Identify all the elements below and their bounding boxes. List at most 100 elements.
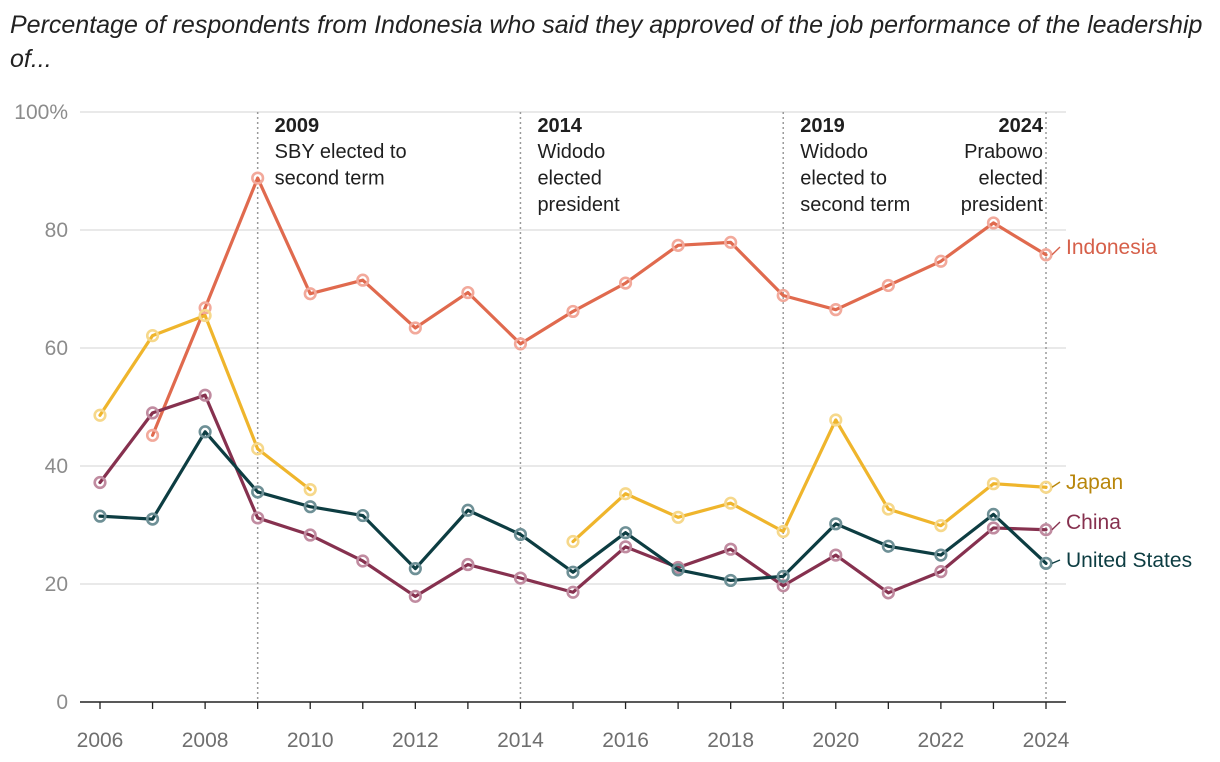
data-point-japan (724, 496, 738, 510)
series-line-japan (571, 418, 1048, 544)
data-point-indonesia (776, 288, 790, 303)
data-point-japan (829, 413, 843, 427)
data-point-united-states (251, 485, 265, 499)
annotation-text-2014: president (537, 194, 620, 216)
chart-title: Percentage of respondents from Indonesia… (10, 11, 1203, 73)
data-point-china (566, 585, 580, 599)
data-point-japan (934, 518, 948, 533)
data-point-china (198, 388, 212, 402)
annotation-text-2009: SBY elected to (275, 141, 407, 163)
y-tick-label: 40 (45, 455, 68, 478)
x-tick-label: 2022 (918, 729, 965, 752)
annotation-year-2009: 2009 (275, 115, 320, 137)
data-point-united-states (303, 500, 317, 514)
annotation-text-2019: elected to (800, 168, 887, 190)
data-point-indonesia (513, 337, 528, 351)
series-label-japan: Japan (1066, 471, 1123, 494)
data-point-united-states (461, 503, 475, 517)
data-point-united-states (724, 573, 738, 588)
data-point-indonesia (724, 235, 738, 249)
data-point-china (303, 528, 317, 542)
data-point-indonesia (671, 238, 685, 252)
annotation-year-2024: 2024 (999, 115, 1044, 137)
x-tick-label: 2012 (392, 729, 439, 752)
annotation-text-2014: Widodo (537, 141, 605, 163)
annotation-year-2019: 2019 (800, 115, 845, 137)
annotation-text-2024: elected (979, 168, 1044, 190)
data-point-united-states (776, 569, 790, 583)
data-point-indonesia (934, 254, 948, 268)
data-point-indonesia (829, 303, 843, 317)
label-leader-china (1051, 521, 1061, 531)
data-point-united-states (145, 512, 160, 526)
y-tick-label: 60 (45, 337, 68, 360)
data-point-japan (776, 524, 790, 539)
x-tick-label: 2024 (1023, 729, 1070, 752)
annotation-text-2009: second term (275, 168, 385, 190)
data-point-japan (986, 477, 1001, 491)
series-label-indonesia: Indonesia (1066, 236, 1157, 259)
label-leader-japan (1051, 481, 1061, 488)
series-line-united-states (98, 430, 1048, 583)
data-point-japan (671, 510, 685, 524)
data-point-japan (566, 534, 580, 549)
data-point-japan (1039, 480, 1053, 494)
series-label-united-states: United States (1066, 549, 1192, 572)
data-point-united-states (671, 563, 685, 577)
data-point-japan (251, 442, 265, 456)
series-labels: Indonesia Japan China United States (1051, 236, 1192, 572)
data-point-japan (303, 483, 317, 497)
data-point-japan (198, 308, 212, 323)
y-tick-label: 80 (45, 219, 68, 242)
data-point-japan (145, 329, 160, 343)
x-tick-label: 2020 (812, 729, 859, 752)
axes: 0 20 40 60 80 100% 2006 2008 2010 2012 2014 2016 201… (14, 101, 1069, 752)
data-point-united-states (986, 507, 1001, 521)
series-lines (93, 171, 1053, 603)
data-point-china (934, 565, 948, 579)
data-point-china (145, 406, 160, 420)
data-point-united-states (881, 539, 895, 553)
y-tick-label: 0 (56, 691, 68, 714)
annotation-text-2024: Prabowo (964, 141, 1043, 163)
annotation-text-2024: president (961, 194, 1044, 216)
data-point-china (356, 554, 370, 568)
data-point-united-states (513, 527, 528, 542)
data-point-united-states (356, 508, 370, 523)
annotation-text-2019: Widodo (800, 141, 868, 163)
gridlines (80, 111, 1066, 585)
event-annotations: 2009 SBY elected to second term 2014 Widodo e… (256, 112, 1047, 702)
series-line-china (98, 393, 1048, 598)
data-point-china (829, 548, 843, 562)
data-point-china (1039, 523, 1053, 537)
data-point-china (513, 571, 528, 585)
x-tick-label: 2010 (287, 729, 334, 752)
data-point-indonesia (461, 285, 475, 300)
annotation-text-2019: second term (800, 194, 910, 216)
data-point-united-states (618, 526, 633, 540)
series-label-china: China (1066, 511, 1121, 534)
data-point-indonesia (251, 171, 265, 185)
x-tick-label: 2008 (182, 729, 229, 752)
data-point-united-states (829, 517, 843, 531)
data-point-japan (618, 487, 633, 501)
data-point-indonesia (986, 216, 1001, 230)
data-point-china (251, 511, 265, 525)
data-point-china (93, 475, 107, 490)
label-leader-indonesia (1051, 246, 1061, 256)
data-point-indonesia (618, 276, 633, 290)
annotation-text-2014: elected (537, 168, 602, 190)
label-leader-united-states (1051, 559, 1061, 564)
series-line-japan (98, 313, 312, 492)
data-point-indonesia (408, 321, 422, 335)
x-tick-label: 2006 (77, 729, 124, 752)
data-point-united-states (566, 565, 580, 579)
annotation-year-2014: 2014 (537, 115, 582, 137)
y-tick-label: 20 (45, 573, 68, 596)
data-point-indonesia (566, 304, 580, 319)
data-point-china (461, 557, 475, 572)
data-point-united-states (198, 425, 212, 439)
x-tick-label: 2016 (602, 729, 649, 752)
series-line-indonesia (150, 176, 1048, 437)
